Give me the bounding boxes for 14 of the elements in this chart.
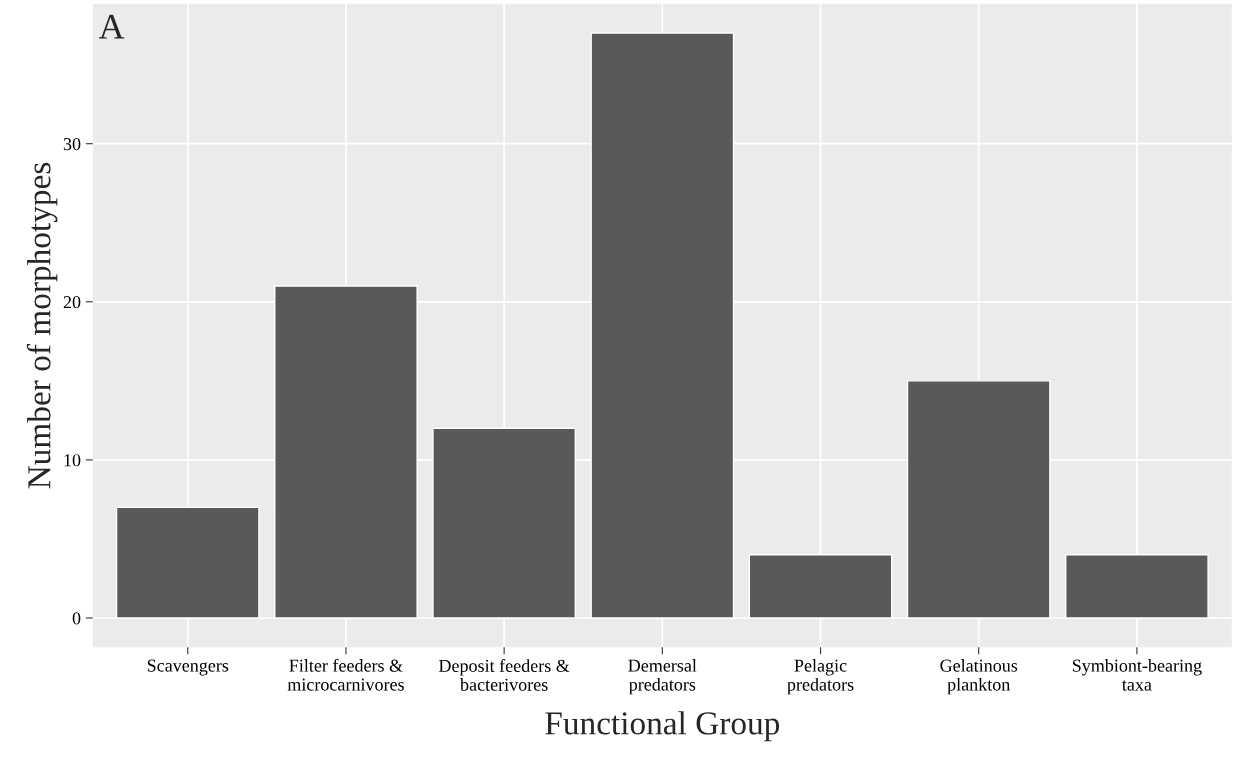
y-axis-title: Number of morphotypes: [26, 162, 58, 489]
x-tick-label: Deposit feeders & bacterivores: [438, 659, 570, 691]
y-tick-label: 0: [72, 612, 81, 625]
x-tick-label: Filter feeders & microcarnivores: [287, 658, 404, 691]
x-tick-label: Gelatinous plankton: [940, 659, 1018, 695]
y-tick-label: 20: [63, 296, 81, 309]
x-tick-label: Symbiont-bearing taxa: [1072, 659, 1202, 691]
y-tick-label: 10: [64, 454, 81, 467]
x-tick-label: Demersal predators: [628, 659, 697, 695]
x-tick-label: Scavengers: [147, 659, 229, 676]
y-tick-label: 30: [63, 137, 81, 151]
x-tick-label: Pelagic predators: [787, 659, 854, 695]
x-axis-title: Functional Group: [545, 711, 780, 742]
annotation: A: [98, 14, 125, 39]
